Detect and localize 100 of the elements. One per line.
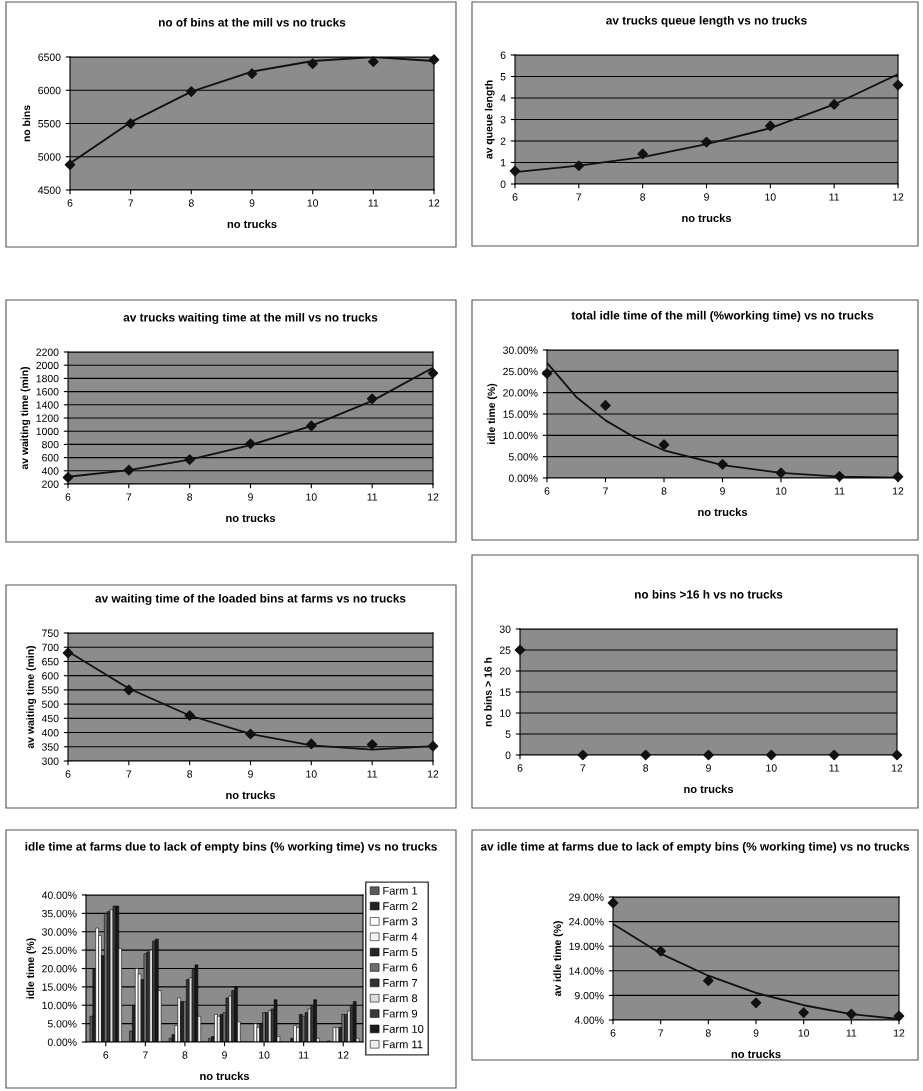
y-tick-label: 400 xyxy=(41,729,59,737)
x-tick-label: 7 xyxy=(126,770,132,778)
y-tick-label: 4 xyxy=(500,94,506,102)
x-axis-title: no trucks xyxy=(200,1071,250,1081)
x-tick-label: 8 xyxy=(705,1029,711,1037)
y-tick-label: 1800 xyxy=(36,374,59,383)
y-tick-label: 30.00% xyxy=(42,928,77,936)
y-tick-label: 24.00% xyxy=(569,918,604,926)
y-tick-label: 2000 xyxy=(36,361,59,370)
y-tick-label: 2 xyxy=(500,137,506,145)
y-tick-label: 2200 xyxy=(36,348,59,356)
y-tick-label: 400 xyxy=(41,467,59,475)
x-tick-label: 9 xyxy=(248,770,253,778)
legend-label: Farm 8 xyxy=(383,994,418,1003)
x-tick-label: 7 xyxy=(128,199,134,207)
y-tick-label: 9.00% xyxy=(574,991,604,1000)
x-axis-title: no trucks xyxy=(682,213,732,223)
x-tick-label: 6 xyxy=(610,1029,616,1037)
x-tick-label: 12 xyxy=(892,764,903,772)
x-tick-label: 12 xyxy=(428,770,439,778)
x-tick-label: 10 xyxy=(259,1051,270,1059)
chart-title: total idle time of the mill (%working time) vs no trucks xyxy=(571,310,874,322)
y-tick-label: 10 xyxy=(500,709,511,717)
y-tick-label: 550 xyxy=(42,686,59,694)
y-tick-label: 1400 xyxy=(36,401,59,409)
x-tick-label: 8 xyxy=(188,199,194,207)
y-tick-label: 20.00% xyxy=(42,965,77,973)
y-tick-label: 5500 xyxy=(38,120,61,128)
x-tick-label: 12 xyxy=(428,493,439,501)
x-tick-label: 11 xyxy=(834,487,845,495)
y-tick-label: 600 xyxy=(42,672,59,680)
x-tick-label: 11 xyxy=(829,764,840,772)
x-tick-label: 11 xyxy=(829,193,840,201)
y-tick-label: 10.00% xyxy=(42,1001,77,1010)
x-tick-label: 8 xyxy=(182,1051,188,1059)
x-tick-label: 6 xyxy=(544,487,550,495)
legend-label: Farm 6 xyxy=(383,963,418,972)
x-tick-label: 11 xyxy=(368,199,379,207)
x-tick-label: 7 xyxy=(576,193,582,201)
y-tick-label: 600 xyxy=(42,454,59,462)
x-tick-label: 10 xyxy=(798,1029,810,1037)
x-tick-label: 10 xyxy=(306,770,317,778)
y-axis-title: av queue length xyxy=(484,80,495,159)
y-tick-label: 0 xyxy=(505,751,511,759)
x-tick-label: 8 xyxy=(187,770,193,778)
y-tick-label: 25 xyxy=(499,646,511,654)
x-tick-label: 10 xyxy=(766,764,777,772)
y-tick-label: 5 xyxy=(500,73,506,81)
x-tick-label: 7 xyxy=(126,493,132,501)
chart-title: av trucks waiting time at the mill vs no trucks xyxy=(123,312,378,324)
x-tick-label: 7 xyxy=(142,1051,148,1059)
chart-title: no bins >16 h vs no trucks xyxy=(634,589,783,599)
legend-label: Farm 10 xyxy=(383,1025,424,1033)
y-tick-label: 1 xyxy=(500,159,506,167)
x-tick-label: 10 xyxy=(307,199,319,207)
y-tick-label: 6000 xyxy=(38,86,61,95)
x-tick-label: 9 xyxy=(753,1029,759,1037)
y-tick-label: 1000 xyxy=(36,427,59,436)
y-tick-label: 800 xyxy=(42,440,59,449)
x-axis-title: no trucks xyxy=(227,219,277,229)
x-tick-label: 6 xyxy=(103,1051,109,1059)
legend-label: Farm 3 xyxy=(383,917,418,926)
x-tick-label: 7 xyxy=(603,487,608,495)
x-axis-title: no trucks xyxy=(731,1049,781,1059)
x-tick-label: 8 xyxy=(661,487,667,495)
x-tick-label: 9 xyxy=(720,487,725,495)
y-tick-label: 0.00% xyxy=(47,1038,77,1046)
x-tick-label: 8 xyxy=(643,764,649,772)
y-tick-label: 20 xyxy=(499,667,511,675)
chart-title: av trucks queue length vs no trucks xyxy=(606,15,807,27)
chart-title: idle time at farms due to lack of empty bins (% working time) vs no trucks xyxy=(25,842,437,854)
x-tick-label: 8 xyxy=(187,493,193,501)
y-tick-label: 0 xyxy=(500,180,506,188)
x-tick-label: 9 xyxy=(248,493,253,501)
y-tick-label: 20.00% xyxy=(503,389,538,397)
x-tick-label: 7 xyxy=(580,764,586,772)
x-tick-label: 12 xyxy=(338,1051,349,1059)
y-tick-label: 15.00% xyxy=(42,983,77,991)
y-tick-label: 5000 xyxy=(38,153,61,161)
y-tick-label: 500 xyxy=(42,700,59,708)
x-tick-label: 10 xyxy=(776,487,787,495)
y-tick-label: 15 xyxy=(500,688,511,696)
y-tick-label: 700 xyxy=(42,643,59,652)
y-tick-label: 29.00% xyxy=(569,893,604,901)
y-tick-label: 25.00% xyxy=(503,367,538,376)
y-tick-label: 10.00% xyxy=(503,431,538,440)
x-tick-label: 12 xyxy=(894,1029,905,1037)
y-axis-title: no bins > 16 h xyxy=(484,657,492,727)
y-tick-label: 5.00% xyxy=(508,453,538,461)
y-tick-label: 6 xyxy=(500,51,506,59)
x-tick-label: 7 xyxy=(658,1029,664,1037)
x-tick-label: 8 xyxy=(640,193,646,201)
y-tick-label: 35.00% xyxy=(42,909,77,918)
y-axis-title: idle time (%) xyxy=(487,383,498,444)
y-tick-label: 1200 xyxy=(36,414,59,422)
x-axis-title: no trucks xyxy=(226,790,276,800)
y-tick-label: 6500 xyxy=(38,53,61,61)
y-axis-title: av idle time (%) xyxy=(553,921,564,997)
x-tick-label: 9 xyxy=(704,193,709,201)
chart-title: no of bins at the mill vs no trucks xyxy=(158,17,346,27)
